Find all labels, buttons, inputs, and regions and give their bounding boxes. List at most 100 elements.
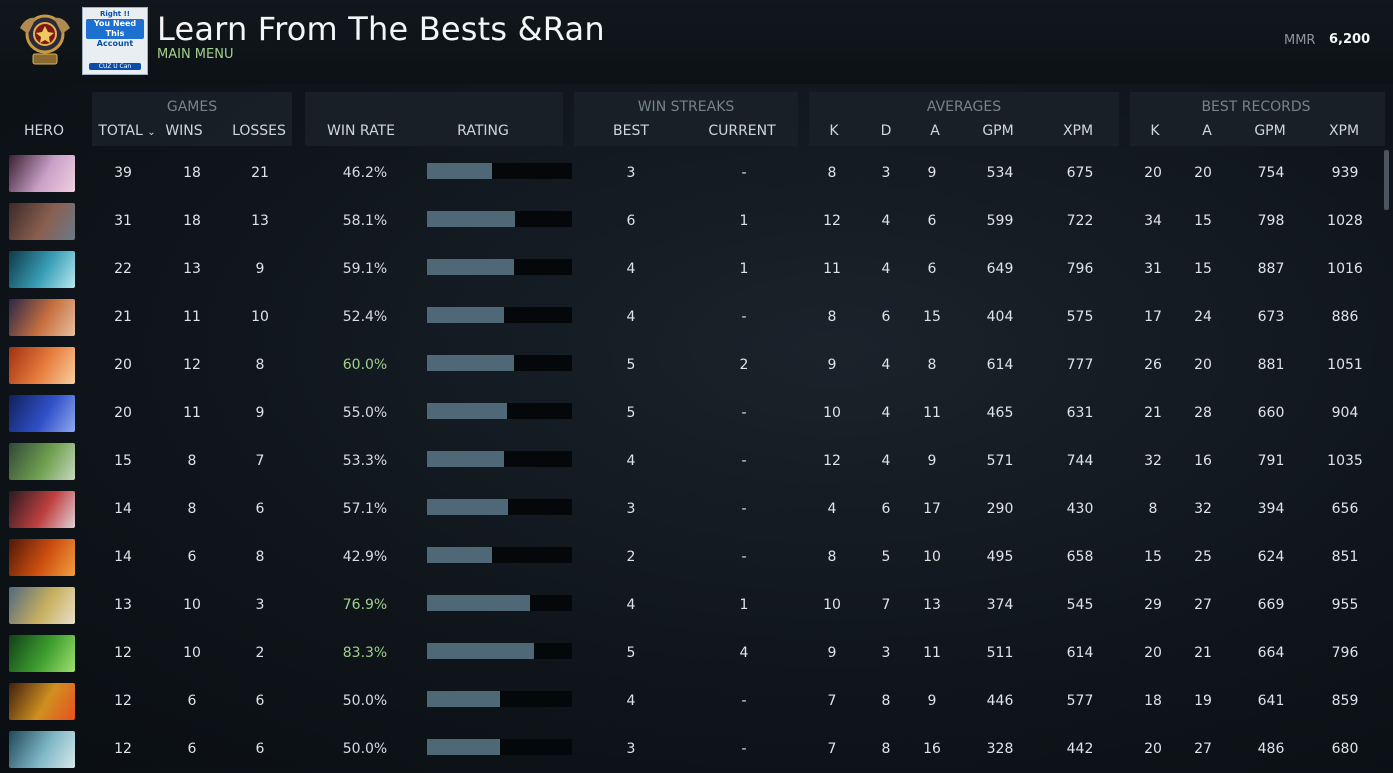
cell-best-xpm: 1035 [1327,453,1363,469]
hero-portrait-icon[interactable] [9,443,75,480]
cell-best-streak: 6 [626,213,636,229]
scrollbar[interactable] [1384,150,1389,210]
cell-losses: 9 [255,261,265,277]
col-losses[interactable]: LOSSES [232,123,286,139]
cell-avg-assists: 10 [923,549,941,565]
cell-best-streak: 3 [626,501,636,517]
hero-portrait-icon[interactable] [9,635,75,672]
table-row[interactable]: 12 6 6 50.0% 4 - 7 8 9 446 577 18 19 641 859 [0,677,1380,725]
rating-bar [427,739,572,755]
rating-bar-fill [427,403,507,419]
cell-total: 39 [114,165,132,181]
rating-bar-fill [427,259,514,275]
main-menu-link[interactable]: MAIN MENU [157,47,234,62]
hero-portrait-icon[interactable] [9,203,75,240]
hero-portrait-icon[interactable] [9,539,75,576]
cell-avg-xpm: 675 [1066,165,1094,181]
cell-best-streak: 4 [626,261,636,277]
cell-avg-deaths: 4 [881,213,891,229]
cell-best-gpm: 669 [1257,597,1285,613]
cell-best-kills: 34 [1144,213,1162,229]
cell-total: 20 [114,357,132,373]
cell-avg-deaths: 5 [881,549,891,565]
table-row[interactable]: 31 18 13 58.1% 6 1 12 4 6 599 722 34 15 798 1028 [0,197,1380,245]
col-avg-assists[interactable]: A [930,123,940,139]
col-best-xpm[interactable]: XPM [1328,123,1360,139]
hero-portrait-icon[interactable] [9,731,75,768]
promo-banner[interactable]: Right !! You Need This Account CUZ U Can [82,7,148,75]
table-row[interactable]: 21 11 10 52.4% 4 - 8 6 15 404 575 17 24 673 886 [0,293,1380,341]
hero-portrait-icon[interactable] [9,251,75,288]
cell-current-streak: 1 [739,213,749,229]
table-row[interactable]: 12 6 6 50.0% 3 - 7 8 16 328 442 20 27 486 680 [0,725,1380,773]
table-row[interactable]: 15 8 7 53.3% 4 - 12 4 9 571 744 32 16 791 1035 [0,437,1380,485]
cell-best-assists: 25 [1194,549,1212,565]
col-wins[interactable]: WINS [165,123,203,139]
cell-avg-deaths: 4 [881,261,891,277]
table-row[interactable]: 20 12 8 60.0% 5 2 9 4 8 614 777 26 20 881 1051 [0,341,1380,389]
col-avg-deaths[interactable]: D [880,123,892,139]
sort-desc-icon: ⌄ [147,127,156,138]
cell-losses: 6 [255,741,265,757]
cell-losses: 8 [255,357,265,373]
cell-best-assists: 19 [1194,693,1212,709]
cell-best-assists: 32 [1194,501,1212,517]
col-best-streak[interactable]: BEST [613,123,649,139]
cell-win-rate: 52.4% [342,309,388,325]
cell-best-streak: 2 [626,549,636,565]
table-row[interactable]: 22 13 9 59.1% 4 1 11 4 6 649 796 31 15 887 1016 [0,245,1380,293]
col-avg-kills[interactable]: K [829,123,839,139]
cell-avg-gpm: 649 [986,261,1014,277]
table-row[interactable]: 12 10 2 83.3% 5 4 9 3 11 511 614 20 21 664 796 [0,629,1380,677]
col-total[interactable]: TOTAL ⌄ [96,123,158,139]
cell-avg-xpm: 777 [1066,357,1094,373]
table-row[interactable]: 14 6 8 42.9% 2 - 8 5 10 495 658 15 25 624 851 [0,533,1380,581]
cell-avg-kills: 4 [827,501,837,517]
cell-best-gpm: 791 [1257,453,1285,469]
cell-current-streak: - [741,165,747,181]
cell-current-streak: 1 [739,261,749,277]
col-best-kills[interactable]: K [1150,123,1160,139]
table-row[interactable]: 39 18 21 46.2% 3-8 3 9 534 675 20 20 754 939 [0,149,1380,197]
cell-avg-kills: 7 [827,693,837,709]
win-streaks-header-panel [574,92,798,146]
col-avg-gpm[interactable]: GPM [982,123,1014,139]
cell-total: 21 [114,309,132,325]
cell-best-kills: 20 [1144,165,1162,181]
col-best-assists[interactable]: A [1202,123,1212,139]
best-records-group-label: BEST RECORDS [1201,99,1311,115]
hero-portrait-icon[interactable] [9,491,75,528]
table-row[interactable]: 13 10 3 76.9% 4 1 10 7 13 374 545 29 27 669 955 [0,581,1380,629]
cell-best-xpm: 656 [1331,501,1359,517]
col-rating[interactable]: RATING [457,123,509,139]
hero-portrait-icon[interactable] [9,683,75,720]
cell-best-kills: 20 [1144,645,1162,661]
col-win-rate[interactable]: WIN RATE [327,123,395,139]
col-current-streak[interactable]: CURRENT [708,123,776,139]
cell-best-streak: 4 [626,453,636,469]
cell-avg-xpm: 442 [1066,741,1094,757]
cell-best-xpm: 1028 [1327,213,1363,229]
col-best-gpm[interactable]: GPM [1254,123,1286,139]
cell-best-assists: 21 [1194,645,1212,661]
cell-best-gpm: 887 [1257,261,1285,277]
hero-portrait-icon[interactable] [9,587,75,624]
rating-bar-fill [427,163,492,179]
cell-best-streak: 4 [626,597,636,613]
table-row[interactable]: 20 11 9 55.0% 5 - 10 4 11 465 631 21 28 660 904 [0,389,1380,437]
hero-portrait-icon[interactable] [9,155,75,192]
cell-win-rate: 76.9% [342,597,388,613]
mmr-label: MMR [1284,33,1316,48]
hero-portrait-icon[interactable] [9,395,75,432]
cell-losses: 2 [255,645,265,661]
cell-avg-assists: 17 [923,501,941,517]
hero-portrait-icon[interactable] [9,299,75,336]
col-hero[interactable]: HERO [23,123,65,139]
cell-current-streak: - [741,693,747,709]
rating-bar [427,499,572,515]
hero-portrait-icon[interactable] [9,347,75,384]
col-avg-xpm[interactable]: XPM [1062,123,1094,139]
table-row[interactable]: 14 8 6 57.1% 3 - 4 6 17 290 430 8 32 394 656 [0,485,1380,533]
cell-current-streak: - [741,549,747,565]
cell-avg-gpm: 465 [986,405,1014,421]
